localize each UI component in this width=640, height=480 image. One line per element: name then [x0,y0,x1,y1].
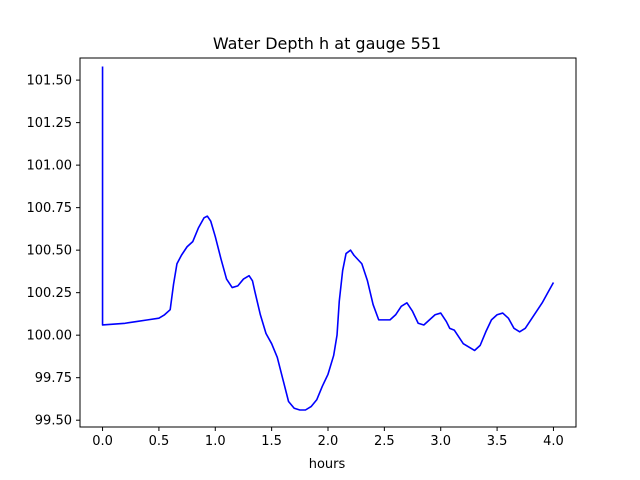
x-tick-label: 4.0 [543,434,564,449]
y-tick-label: 100.00 [27,329,73,344]
x-axis-title: hours [309,457,346,472]
x-axis-ticks: 0.0 0.5 1.0 1.5 2.0 2.5 3.0 3.5 4.0 [92,427,564,449]
y-tick-label: 99.50 [35,414,72,429]
y-axis-ticks: 99.50 99.75 100.00 100.25 100.50 100.75 101.00… [27,74,80,429]
y-tick-label: 101.00 [27,159,73,174]
y-tick-label: 100.50 [27,244,73,259]
y-tick-label: 101.50 [27,74,73,89]
y-tick-label: 100.75 [27,201,73,216]
chart-title: Water Depth h at gauge 551 [213,34,441,53]
x-tick-label: 0.5 [149,434,170,449]
y-tick-label: 101.25 [27,116,73,131]
x-tick-label: 1.5 [261,434,282,449]
x-tick-label: 2.0 [318,434,339,449]
x-tick-label: 0.0 [92,434,113,449]
y-tick-label: 100.25 [27,286,73,301]
x-tick-label: 1.0 [205,434,226,449]
x-tick-label: 3.0 [430,434,451,449]
series-line-0 [101,66,555,411]
x-tick-label: 3.5 [487,434,508,449]
y-tick-label: 99.75 [35,371,72,386]
x-tick-label: 2.5 [374,434,395,449]
